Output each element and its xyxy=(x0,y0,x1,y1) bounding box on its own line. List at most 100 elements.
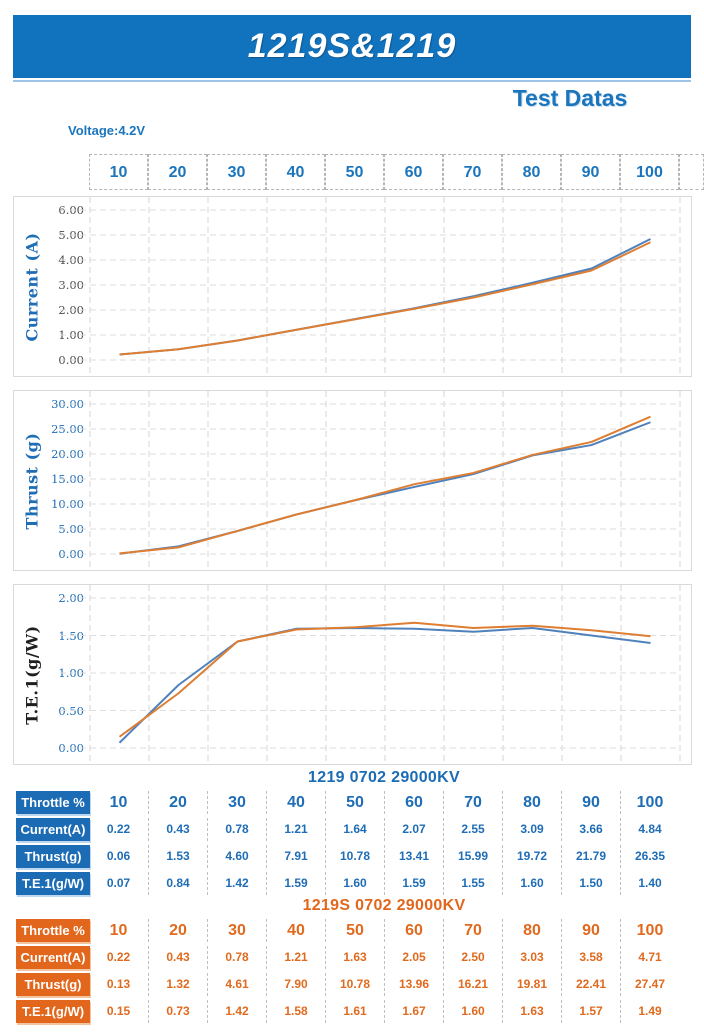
table-cell: 40 xyxy=(266,919,325,942)
top-axis-tick: 30 xyxy=(207,154,266,190)
table-cell: 27.47 xyxy=(620,973,679,996)
table-cell: 80 xyxy=(502,791,561,814)
table-cell: 0.07 xyxy=(106,876,131,890)
table-cell: 1.55 xyxy=(443,872,502,895)
table-cell: 10 xyxy=(109,794,128,811)
table-cell: 1.63 xyxy=(325,946,384,969)
y-axis-tick-label: 30.00 xyxy=(51,397,84,411)
series-line xyxy=(118,621,651,738)
table-cell: 13.41 xyxy=(384,845,443,868)
y-axis-tick-label: 10.00 xyxy=(51,497,84,511)
table1-title: 1219 0702 29000KV xyxy=(308,769,460,786)
table-cell: 90 xyxy=(561,919,620,942)
table-cell: 20 xyxy=(148,791,207,814)
row-header: Throttle % xyxy=(16,791,90,814)
table-cell: 1.59 xyxy=(384,872,443,895)
table-cell: 60 xyxy=(384,791,443,814)
series-line xyxy=(119,241,651,356)
table-cell: 2.50 xyxy=(443,946,502,969)
row-header: Thrust(g) xyxy=(16,845,90,868)
table-cell: 2.55 xyxy=(443,818,502,841)
table-cell: 3.58 xyxy=(561,946,620,969)
table-cell: 1.67 xyxy=(384,1000,443,1023)
table-cell: 1.50 xyxy=(561,872,620,895)
y-axis-tick-label: 15.00 xyxy=(51,472,84,486)
table-cell: 0.84 xyxy=(148,872,207,895)
top-axis-spacer xyxy=(679,154,704,190)
table-cell: 3.03 xyxy=(502,946,561,969)
top-axis-tick: 20 xyxy=(148,154,207,190)
table-cell: 1.63 xyxy=(502,1000,561,1023)
table-cell: 19.81 xyxy=(502,973,561,996)
table-cell: 1.42 xyxy=(207,1000,266,1023)
table-cell: 0.73 xyxy=(148,1000,207,1023)
table-cell: 50 xyxy=(325,919,384,942)
top-axis-tick: 60 xyxy=(384,154,443,190)
voltage-label: Voltage:4.2V xyxy=(68,123,146,138)
table-cell: 2.05 xyxy=(384,946,443,969)
table-cell: 1.32 xyxy=(148,973,207,996)
table-cell: 10.78 xyxy=(325,973,384,996)
thrust-chart-plot xyxy=(60,391,681,570)
y-axis-title: T.E.1(g/W) xyxy=(22,624,42,725)
table-cell: 4.60 xyxy=(207,845,266,868)
table-cell: 1.58 xyxy=(266,1000,325,1023)
table-cell: 1.60 xyxy=(325,872,384,895)
table-cell: 22.41 xyxy=(561,973,620,996)
table-cell: 90 xyxy=(561,791,620,814)
row-header: Throttle % xyxy=(16,919,90,942)
table-cell: 0.43 xyxy=(148,946,207,969)
row-header: T.E.1(g/W) xyxy=(16,872,90,895)
table-cell: 0.13 xyxy=(106,977,131,991)
table-cell: 1.42 xyxy=(207,872,266,895)
table-cell: 4.71 xyxy=(620,946,679,969)
table-cell: 70 xyxy=(443,919,502,942)
top-axis: 10 20 30 40 50 60 70 80 90 100 xyxy=(0,154,704,192)
table-cell: 0.22 xyxy=(106,950,131,964)
table-cell: 80 xyxy=(502,919,561,942)
title-banner: 1219S&1219 xyxy=(13,15,691,78)
table-cell: 7.90 xyxy=(266,973,325,996)
table-cell: 0.22 xyxy=(106,822,131,836)
row-header: T.E.1(g/W) xyxy=(16,1000,90,1023)
table-cell: 4.61 xyxy=(207,973,266,996)
te1-chart: 0.00 0.50 1.00 1.50 2.00 T.E.1(g/W) xyxy=(13,584,692,765)
table-cell: 0.78 xyxy=(207,818,266,841)
banner-underline xyxy=(13,80,691,82)
table-cell: 15.99 xyxy=(443,845,502,868)
top-axis-tick: 100 xyxy=(620,154,679,190)
table-cell: 1.59 xyxy=(266,872,325,895)
table-cell: 21.79 xyxy=(561,845,620,868)
table-cell: 1.21 xyxy=(266,946,325,969)
y-axis-title: Thrust (g) xyxy=(22,432,42,529)
table-cell: 3.09 xyxy=(502,818,561,841)
table-cell: 1.40 xyxy=(620,872,679,895)
table-cell: 20 xyxy=(148,919,207,942)
row-header: Current(A) xyxy=(16,946,90,969)
table-cell: 100 xyxy=(620,919,679,942)
table-cell: 3.66 xyxy=(561,818,620,841)
table-cell: 0.78 xyxy=(207,946,266,969)
table-cell: 1.49 xyxy=(620,1000,679,1023)
table-cell: 60 xyxy=(384,919,443,942)
current-chart: 0.00 1.00 2.00 3.00 4.00 5.00 6.00 Current (A) xyxy=(13,196,692,377)
top-axis-tick: 70 xyxy=(443,154,502,190)
table-cell: 1.57 xyxy=(561,1000,620,1023)
table-cell: 13.96 xyxy=(384,973,443,996)
table-cell: 0.06 xyxy=(106,849,131,863)
table-cell: 10.78 xyxy=(325,845,384,868)
top-axis-tick: 10 xyxy=(89,154,148,190)
top-axis-tick: 80 xyxy=(502,154,561,190)
series-line xyxy=(118,627,651,744)
table-cell: 1.53 xyxy=(148,845,207,868)
table-cell: 100 xyxy=(620,791,679,814)
top-axis-tick: 50 xyxy=(325,154,384,190)
y-axis-title: Current (A) xyxy=(22,231,42,342)
table-cell: 26.35 xyxy=(620,845,679,868)
table-cell: 1.64 xyxy=(325,818,384,841)
table-cell: 70 xyxy=(443,791,502,814)
y-axis-tick-label: 25.00 xyxy=(51,422,84,436)
table-cell: 0.43 xyxy=(148,818,207,841)
table-cell: 1.61 xyxy=(325,1000,384,1023)
table-cell: 16.21 xyxy=(443,973,502,996)
